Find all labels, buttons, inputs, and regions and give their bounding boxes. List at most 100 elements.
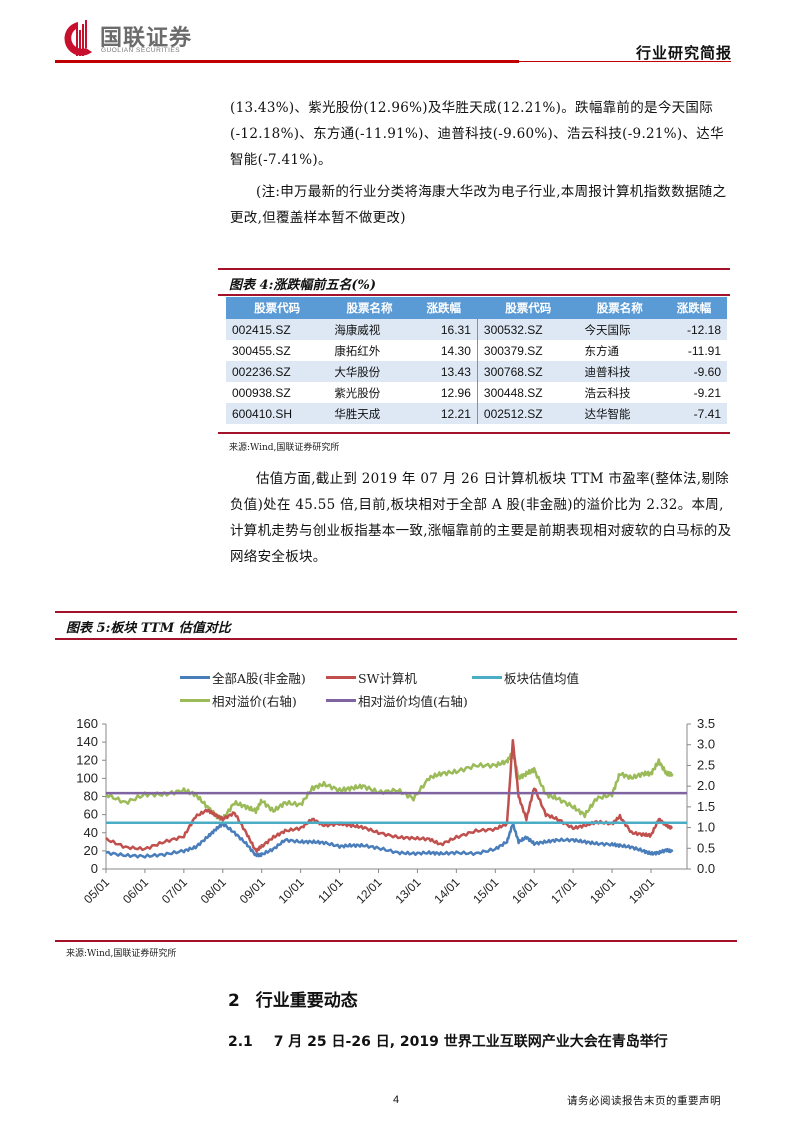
y-right-tick-label: 3.0 — [697, 737, 715, 752]
footer-disclaimer: 请务必阅读报告末页的重要声明 — [567, 1095, 721, 1107]
figure4-top-line — [218, 268, 730, 270]
y-right-tick-label: 0.5 — [697, 840, 715, 855]
legend-swatch-blue — [180, 676, 210, 679]
y-right-tick-label: 2.5 — [697, 757, 715, 772]
stock-name: 华胜天成 — [328, 403, 411, 424]
header-divider — [55, 60, 519, 63]
y-left-tick-label: 60 — [84, 807, 98, 822]
col-header: 股票代码 — [477, 297, 579, 319]
legend-relative-premium: 相对溢价(右轴) — [180, 691, 297, 710]
x-tick-label: 13/01 — [392, 875, 423, 906]
logo-text-cn: 国联证券 — [100, 26, 193, 51]
stock-code: 600410.SH — [226, 403, 329, 424]
x-tick-label: 08/01 — [198, 875, 229, 906]
legend-label: 全部A股(非金融) — [212, 671, 306, 686]
stock-change: -12.18 — [660, 319, 727, 340]
legend-swatch-purple — [326, 699, 356, 702]
stock-name: 今天国际 — [578, 319, 661, 340]
stock-change: -9.60 — [660, 361, 727, 382]
y-right-tick-label: 1.5 — [697, 799, 715, 814]
figure4-bottom-line — [218, 432, 730, 434]
stock-name: 迪普科技 — [578, 361, 661, 382]
y-right-tick-label: 3.5 — [697, 716, 715, 731]
stock-name: 康拓红外 — [334, 343, 381, 358]
stock-code: 002415.SZ — [226, 319, 329, 340]
legend-swatch-red — [326, 676, 356, 679]
stock-code: 300532.SZ — [477, 319, 579, 340]
x-tick-label: 15/01 — [470, 875, 501, 906]
col-header: 涨跌幅 — [410, 297, 478, 319]
x-tick-label: 12/01 — [353, 875, 384, 906]
stock-change: 16.31 — [410, 319, 478, 340]
stock-change: 14.30 — [410, 340, 478, 361]
table-header-row: 股票代码 股票名称 涨跌幅 股票代码 股票名称 涨跌幅 — [226, 297, 727, 319]
x-tick-label: 09/01 — [237, 875, 268, 906]
top-movers-table: 股票代码 股票名称 涨跌幅 股票代码 股票名称 涨跌幅 002415.SZ 海康… — [226, 297, 727, 424]
x-tick-label: 19/01 — [626, 875, 657, 906]
y-left-tick-label: 140 — [76, 734, 98, 749]
x-tick-label: 05/01 — [81, 875, 112, 906]
stock-code: 300379.SZ — [483, 343, 543, 358]
x-tick-label: 18/01 — [587, 875, 618, 906]
legend-premium-mean: 相对溢价均值(右轴) — [326, 691, 468, 710]
figure5-title-line — [55, 638, 737, 640]
y-right-tick-label: 0.0 — [697, 861, 715, 876]
valuation-line-chart: 0 20 40 60 80 100 120 140 160 0.0 0.5 1.0 1.5 2.0 2.5 3… — [76, 716, 715, 906]
x-tick-label: 14/01 — [431, 875, 462, 906]
legend-swatch-cyan — [472, 676, 502, 679]
stock-name: 浩云科技 — [584, 385, 631, 400]
col-header: 涨跌幅 — [660, 297, 727, 319]
subsection-title: 7 月 25 日-26 日, 2019 世界工业互联网产业大会在青岛举行 — [273, 1034, 668, 1050]
paragraph-top-movers: (13.43%)、紫光股份(12.96%)及华胜天成(12.21%)。跌幅靠前的… — [230, 100, 724, 168]
stock-change: 12.96 — [410, 382, 478, 403]
x-tick-label: 17/01 — [548, 875, 579, 906]
x-tick-label: 10/01 — [276, 875, 307, 906]
paragraph-note: (注:申万最新的行业分类将海康大华改为电子行业,本周报计算机指数数据随之更改,但… — [230, 184, 727, 226]
header-divider-thin — [519, 61, 731, 62]
figure5-source: 来源:Wind,国联证券研究所 — [66, 949, 177, 959]
logo-text-en: GUOLIAN SECURITIES — [101, 47, 181, 54]
figure4-title-line — [218, 294, 730, 296]
y-right-tick-label: 1.0 — [697, 820, 715, 835]
x-tick-label: 07/01 — [159, 875, 190, 906]
page-number: 4 — [393, 1094, 400, 1106]
legend-label: SW计算机 — [358, 671, 417, 686]
x-tick-label: 16/01 — [509, 875, 540, 906]
series-line — [105, 749, 674, 822]
legend-label: 板块估值均值 — [504, 671, 580, 686]
stock-name: 东方通 — [584, 343, 620, 358]
y-left-tick-label: 160 — [76, 716, 98, 731]
stock-name: 紫光股份 — [334, 385, 381, 400]
stock-code: 002236.SZ — [226, 361, 329, 382]
y-left-tick-label: 100 — [76, 770, 98, 785]
x-tick-label: 11/01 — [315, 875, 346, 906]
col-header: 股票代码 — [226, 297, 329, 319]
figure5-bottom-line — [55, 940, 737, 942]
stock-code: 300448.SZ — [483, 385, 543, 400]
figure5-top-line — [55, 611, 737, 613]
section-number: 2 — [228, 991, 240, 1011]
legend-label: 相对溢价(右轴) — [212, 694, 297, 709]
col-header: 股票名称 — [328, 297, 411, 319]
legend-sector-mean: 板块估值均值 — [472, 668, 579, 687]
section-heading-2: 2 行业重要动态 — [228, 986, 358, 1011]
legend-swatch-green — [180, 699, 210, 702]
figure4-title: 图表 4:涨跌幅前五名(%) — [229, 278, 377, 293]
paragraph-valuation: 估值方面,截止到 2019 年 07 月 26 日计算机板块 TTM 市盈率(整… — [230, 471, 732, 565]
y-left-tick-label: 120 — [76, 752, 98, 767]
logo-emblem-icon — [64, 20, 92, 56]
subsection-number: 2.1 — [228, 1034, 253, 1050]
series-line — [105, 821, 674, 859]
guolian-logo — [58, 18, 208, 60]
stock-change: 13.43 — [410, 361, 478, 382]
table-row: 600410.SH 华胜天成 12.21 002512.SZ 达华智能 -7.4… — [226, 403, 727, 424]
stock-code: 300768.SZ — [477, 361, 579, 382]
figure5-title: 图表 5:板块 TTM 估值对比 — [66, 621, 231, 636]
y-left-tick-label: 0 — [91, 861, 98, 876]
stock-change: 12.21 — [410, 403, 478, 424]
stock-change: -9.21 — [693, 385, 721, 400]
stock-code: 002512.SZ — [477, 403, 579, 424]
section-heading-2-1: 2.1 7 月 25 日-26 日, 2019 世界工业互联网产业大会在青岛举行 — [228, 1031, 668, 1051]
stock-name: 达华智能 — [578, 403, 661, 424]
x-tick-label: 06/01 — [120, 875, 151, 906]
